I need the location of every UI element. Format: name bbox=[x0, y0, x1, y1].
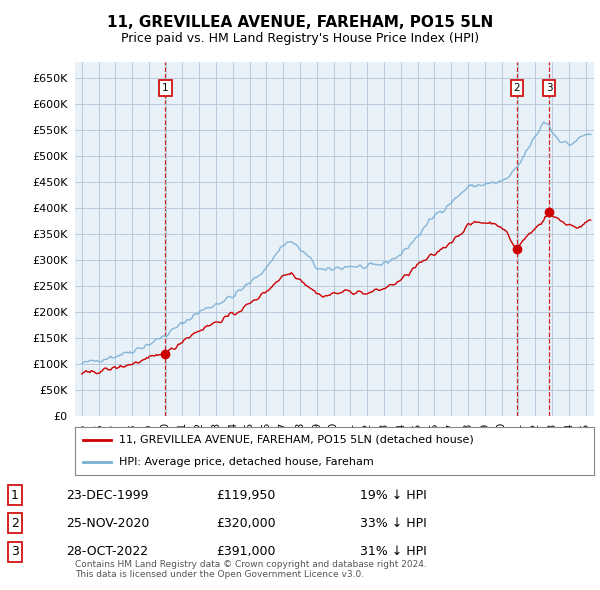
Text: 28-OCT-2022: 28-OCT-2022 bbox=[66, 545, 148, 558]
Text: £320,000: £320,000 bbox=[216, 517, 275, 530]
Text: 23-DEC-1999: 23-DEC-1999 bbox=[66, 489, 149, 502]
Text: Contains HM Land Registry data © Crown copyright and database right 2024.
This d: Contains HM Land Registry data © Crown c… bbox=[75, 560, 427, 579]
Text: £391,000: £391,000 bbox=[216, 545, 275, 558]
Text: 19% ↓ HPI: 19% ↓ HPI bbox=[360, 489, 427, 502]
Text: 1: 1 bbox=[162, 83, 169, 93]
Text: 11, GREVILLEA AVENUE, FAREHAM, PO15 5LN: 11, GREVILLEA AVENUE, FAREHAM, PO15 5LN bbox=[107, 15, 493, 30]
Text: 31% ↓ HPI: 31% ↓ HPI bbox=[360, 545, 427, 558]
Text: HPI: Average price, detached house, Fareham: HPI: Average price, detached house, Fare… bbox=[119, 457, 374, 467]
Text: 33% ↓ HPI: 33% ↓ HPI bbox=[360, 517, 427, 530]
Text: 1: 1 bbox=[11, 489, 19, 502]
Text: 3: 3 bbox=[11, 545, 19, 558]
Text: 2: 2 bbox=[514, 83, 520, 93]
Text: 2: 2 bbox=[11, 517, 19, 530]
Text: 3: 3 bbox=[546, 83, 553, 93]
Text: Price paid vs. HM Land Registry's House Price Index (HPI): Price paid vs. HM Land Registry's House … bbox=[121, 32, 479, 45]
Text: £119,950: £119,950 bbox=[216, 489, 275, 502]
Text: 11, GREVILLEA AVENUE, FAREHAM, PO15 5LN (detached house): 11, GREVILLEA AVENUE, FAREHAM, PO15 5LN … bbox=[119, 435, 474, 445]
Text: 25-NOV-2020: 25-NOV-2020 bbox=[66, 517, 149, 530]
